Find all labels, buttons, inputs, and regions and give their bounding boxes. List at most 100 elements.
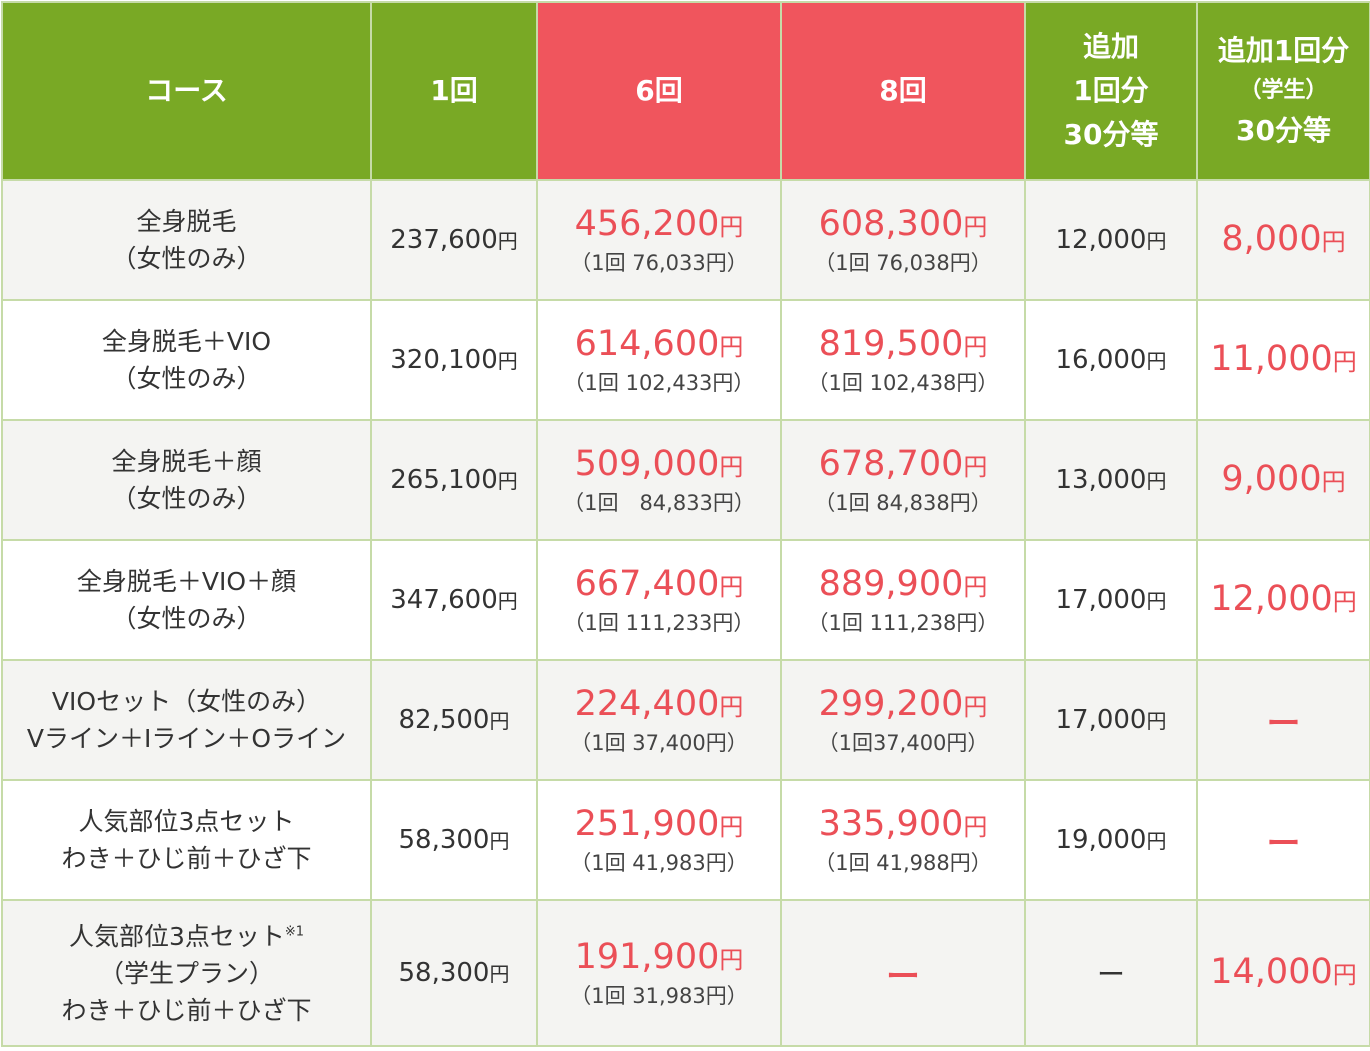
- price-eight-per-session: （1回 111,238円）: [807, 610, 999, 635]
- price-extra-dash: ー: [1096, 958, 1125, 991]
- course-name-text: （学生プラン）: [98, 958, 274, 988]
- price-six: 667,400円: [538, 563, 780, 608]
- price-extra: 12,000円: [1056, 225, 1167, 255]
- price-six-yen: 円: [719, 452, 744, 481]
- price-eight-yen: 円: [963, 332, 988, 361]
- price-six: 224,400円: [538, 683, 780, 728]
- price-six-value: 251,900: [574, 803, 720, 844]
- price-eight-dash: ー: [886, 956, 920, 997]
- course-name-line: 全身脱毛: [3, 203, 370, 240]
- price-eight-value: 335,900: [818, 803, 964, 844]
- header-course-label: コース: [145, 74, 228, 107]
- price-eight-yen: 円: [963, 452, 988, 481]
- price-eight-per-session: （1回 76,038円）: [814, 250, 992, 275]
- course-name-text: Vライン＋Iライン＋Oライン: [26, 724, 347, 753]
- course-name-line: （女性のみ）: [3, 600, 370, 637]
- price-extra-cell: 17,000円: [1024, 539, 1198, 661]
- course-cell: 人気部位3点セット※1 （学生プラン） わき＋ひじ前＋ひざ下: [1, 899, 372, 1047]
- price-student-yen: 円: [1332, 960, 1357, 989]
- course-name-text: わき＋ひじ前＋ひざ下: [61, 844, 312, 873]
- price-eight-cell: 819,500円 （1回 102,438円）: [780, 299, 1026, 421]
- price-extra-value: 16,000: [1055, 345, 1147, 375]
- table-row: 全身脱毛＋VIO （女性のみ） 320,100円 614,600円 （1回 102,43…: [1, 299, 1370, 421]
- price-once-yen: 円: [489, 962, 510, 986]
- table-row: 全身脱毛＋VIO＋顔 （女性のみ） 347,600円 667,400円 （1回 111,…: [1, 539, 1370, 661]
- price-student-value: 14,000: [1210, 951, 1333, 992]
- price-student-cell: 14,000円: [1196, 899, 1370, 1047]
- price-six: 191,900円: [538, 936, 780, 981]
- price-six-per-session: （1回 84,833円）: [563, 490, 755, 515]
- price-six-value: 667,400: [574, 563, 720, 604]
- course-name-text: （女性のみ）: [111, 244, 262, 273]
- course-name-line: Vライン＋Iライン＋Oライン: [3, 720, 370, 757]
- course-name-text: わき＋ひじ前＋ひざ下: [61, 995, 312, 1025]
- header-student-line3: 30分等: [1236, 114, 1331, 147]
- price-extra: 19,000円: [1056, 825, 1167, 855]
- price-student-cell: ー: [1196, 659, 1370, 781]
- price-six-cell: 456,200円 （1回 76,033円）: [536, 179, 782, 301]
- table-row: 全身脱毛 （女性のみ） 237,600円 456,200円 （1回 76,033円） 60…: [1, 179, 1370, 301]
- course-name-line: 人気部位3点セット※1: [3, 918, 370, 955]
- course-cell: 人気部位3点セット わき＋ひじ前＋ひざ下: [1, 779, 372, 901]
- course-name-text: 人気部位3点セット: [78, 807, 295, 836]
- price-eight: 678,700円: [782, 443, 1024, 488]
- price-extra-yen: 円: [1146, 589, 1167, 613]
- price-student-yen: 円: [1332, 587, 1357, 616]
- course-cell: VIOセット（女性のみ） Vライン＋Iライン＋Oライン: [1, 659, 372, 781]
- price-eight-value: 299,200: [818, 683, 964, 724]
- price-six-per-session: （1回 37,400円）: [570, 730, 748, 755]
- price-extra-yen: 円: [1146, 229, 1167, 253]
- price-six-yen: 円: [719, 692, 744, 721]
- header-six: 6回: [536, 1, 782, 181]
- price-extra-cell: ー: [1024, 899, 1198, 1047]
- price-once: 58,300円: [399, 958, 510, 988]
- price-six: 509,000円: [538, 443, 780, 488]
- price-once-yen: 円: [497, 229, 518, 253]
- price-six-cell: 251,900円 （1回 41,983円）: [536, 779, 782, 901]
- price-six-yen: 円: [719, 812, 744, 841]
- header-eight-label: 8回: [879, 74, 927, 107]
- table-body: 全身脱毛 （女性のみ） 237,600円 456,200円 （1回 76,033円） 60…: [1, 179, 1370, 1047]
- price-once-value: 82,500: [398, 705, 490, 735]
- price-once: 237,600円: [390, 225, 518, 255]
- course-name-text: 全身脱毛: [136, 207, 237, 236]
- price-six-value: 456,200: [574, 203, 720, 244]
- price-extra: 13,000円: [1056, 465, 1167, 495]
- price-six-yen: 円: [719, 572, 744, 601]
- price-once-cell: 347,600円: [370, 539, 538, 661]
- price-extra: 17,000円: [1056, 705, 1167, 735]
- course-name-line: （女性のみ）: [3, 480, 370, 517]
- course-name-line: 人気部位3点セット: [3, 803, 370, 840]
- price-student-cell: ー: [1196, 779, 1370, 901]
- price-once-yen: 円: [489, 709, 510, 733]
- header-eight: 8回: [780, 1, 1026, 181]
- course-cell: 全身脱毛 （女性のみ）: [1, 179, 372, 301]
- course-name-text: （女性のみ）: [111, 484, 262, 513]
- header-student: 追加1回分 （学生） 30分等: [1196, 1, 1370, 181]
- price-eight-cell: 678,700円 （1回 84,838円）: [780, 419, 1026, 541]
- price-extra: 16,000円: [1056, 345, 1167, 375]
- price-once-yen: 円: [497, 469, 518, 493]
- price-student-dash: ー: [1266, 823, 1301, 864]
- price-six-per-session: （1回 102,433円）: [563, 370, 755, 395]
- header-course: コース: [1, 1, 372, 181]
- price-student-value: 12,000: [1210, 578, 1333, 619]
- price-six-cell: 224,400円 （1回 37,400円）: [536, 659, 782, 781]
- price-six-cell: 667,400円 （1回 111,233円）: [536, 539, 782, 661]
- price-six-yen: 円: [719, 945, 744, 974]
- price-six-per-session: （1回 41,983円）: [570, 850, 748, 875]
- price-once-cell: 58,300円: [370, 899, 538, 1047]
- header-extra: 追加 1回分 30分等: [1024, 1, 1198, 181]
- price-eight: 608,300円: [782, 203, 1024, 248]
- price-eight: 889,900円: [782, 563, 1024, 608]
- price-eight-yen: 円: [963, 692, 988, 721]
- course-name-text: 全身脱毛＋顔: [111, 447, 262, 476]
- course-name-text: VIOセット（女性のみ）: [51, 687, 322, 716]
- price-extra-cell: 13,000円: [1024, 419, 1198, 541]
- course-name-text: 全身脱毛＋VIO: [101, 327, 272, 356]
- price-extra-value: 13,000: [1055, 465, 1147, 495]
- price-once-value: 58,300: [398, 825, 490, 855]
- price-extra-value: 17,000: [1055, 705, 1147, 735]
- course-cell: 全身脱毛＋顔 （女性のみ）: [1, 419, 372, 541]
- price-extra-value: 17,000: [1055, 585, 1147, 615]
